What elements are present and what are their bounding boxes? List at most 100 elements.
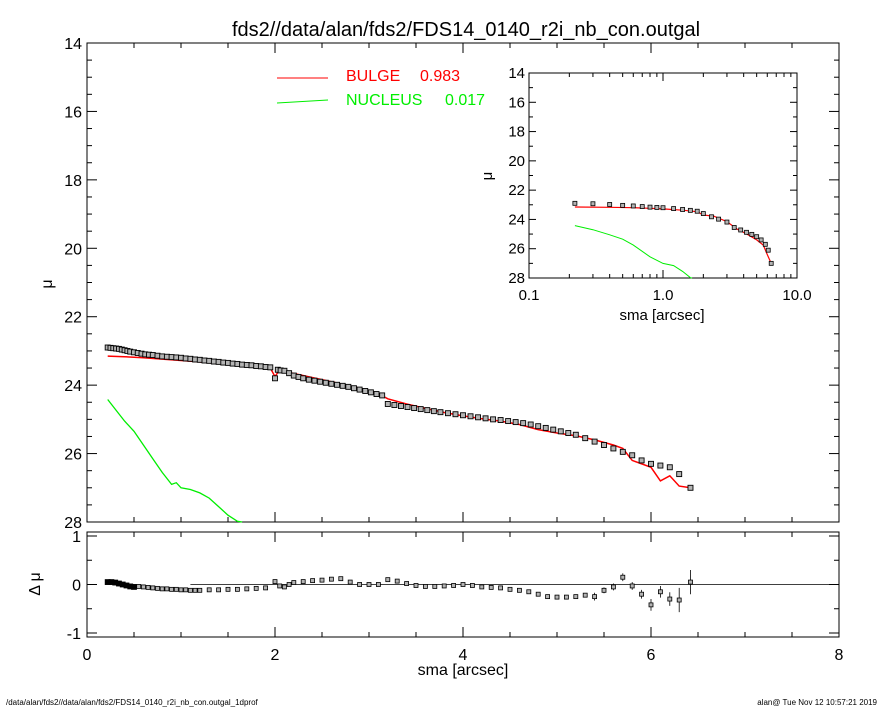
legend-bulge-name: BULGE xyxy=(346,68,400,85)
inset-y-tick-label: 28 xyxy=(508,270,525,287)
inset-series-group xyxy=(572,200,774,279)
main-data-point xyxy=(417,406,424,413)
residual-data-point xyxy=(545,594,550,600)
main-data-point xyxy=(317,378,324,385)
main-data-point xyxy=(557,428,564,435)
inset-y-ticks: 14 16 18 20 22 24 26 28 xyxy=(508,65,797,287)
residual-data-point xyxy=(639,591,644,597)
residual-y-tick-label: 1 xyxy=(72,529,81,546)
inset-data-point xyxy=(630,203,636,209)
residual-data-point xyxy=(225,586,231,592)
residual-data-point xyxy=(573,594,579,600)
residual-data-point xyxy=(150,585,156,591)
residual-data-point xyxy=(272,579,278,584)
main-data-point xyxy=(290,372,297,379)
inset-x-ticks: 0.1 1.0 10.0 xyxy=(519,73,812,304)
residual-data-point xyxy=(347,579,353,585)
inset-data-point xyxy=(731,225,737,230)
main-data-point xyxy=(505,418,512,425)
inset-data-point xyxy=(749,231,755,237)
residual-data-point xyxy=(328,576,334,582)
inset-data-point xyxy=(700,211,706,216)
inset-data-point xyxy=(694,208,700,214)
main-data-point xyxy=(391,402,398,408)
residual-x-tick-label: 0 xyxy=(83,647,92,664)
main-y-tick-label: 18 xyxy=(64,173,82,190)
main-data-point xyxy=(482,415,489,422)
residual-data-point xyxy=(140,584,146,590)
main-data-point xyxy=(356,386,363,393)
legend-nucleus-name: NUCLEUS xyxy=(346,92,422,109)
residual-data-point xyxy=(592,594,597,600)
residual-data-point xyxy=(131,584,137,590)
inset-data-point xyxy=(620,202,626,208)
main-data-point xyxy=(497,417,504,423)
inset-y-tick-label: 24 xyxy=(508,211,525,228)
residual-x-ticks: 0 2 4 6 8 xyxy=(83,532,844,664)
residual-data-point xyxy=(169,586,175,592)
main-data-point xyxy=(267,364,274,371)
residual-data-point xyxy=(375,582,381,587)
residual-data-point xyxy=(145,585,151,590)
inset-data-point xyxy=(671,206,677,211)
footer-right-timestamp: alan@ Tue Nov 12 10:57:21 2019 xyxy=(757,698,877,707)
inset-nucleus-model-line xyxy=(574,225,693,279)
residual-data-point xyxy=(582,592,588,598)
residual-data-point xyxy=(277,583,283,589)
residual-data-point xyxy=(281,584,287,590)
residual-data-point xyxy=(488,585,494,590)
inset-data-point xyxy=(687,207,693,213)
residual-data-point xyxy=(517,587,522,593)
residual-data-point xyxy=(507,586,513,592)
residual-data-point xyxy=(676,597,682,603)
main-data-point xyxy=(610,445,617,452)
residual-data-point xyxy=(300,579,306,584)
residual-data-point xyxy=(159,586,165,592)
residual-data-point xyxy=(291,580,297,585)
inset-x-tick-label: 1.0 xyxy=(653,287,674,304)
residual-data-point xyxy=(164,586,170,592)
main-data-point xyxy=(424,407,431,414)
residual-data-point xyxy=(629,583,635,589)
main-data-point xyxy=(295,373,302,380)
main-data-point xyxy=(328,380,335,387)
residual-data-point xyxy=(667,596,673,602)
residual-data-point xyxy=(394,578,400,584)
legend-nucleus-swatch xyxy=(276,99,329,104)
inset-x-axis-label: sma [arcsec] xyxy=(619,307,704,324)
main-panel: 14 16 18 20 22 24 26 28 μ BULGE 0.983 NUCLEUS 0… xyxy=(39,36,840,532)
residual-data-point xyxy=(451,583,457,588)
main-data-point xyxy=(367,389,374,396)
inset-y-tick-label: 14 xyxy=(508,65,525,82)
main-data-point xyxy=(490,416,497,423)
main-y-tick-label: 22 xyxy=(64,310,82,327)
main-data-point xyxy=(460,412,466,419)
main-y-axis-label: μ xyxy=(39,279,56,288)
residual-data-point xyxy=(441,583,447,589)
main-data-point xyxy=(565,430,572,436)
inset-plot-frame xyxy=(528,72,798,279)
residual-y-axis-label: Δ μ xyxy=(27,572,44,595)
inset-data-point xyxy=(716,216,722,222)
inset-y-axis-label: μ xyxy=(479,172,496,181)
main-data-point xyxy=(234,360,241,367)
main-data-point xyxy=(345,383,352,390)
inset-y-tick-label: 26 xyxy=(508,241,525,258)
residual-data-point xyxy=(688,579,693,585)
bulge-model-line xyxy=(107,355,691,489)
main-y-tick-label: 14 xyxy=(64,36,82,53)
inset-data-point xyxy=(765,247,771,253)
legend: BULGE 0.983 NUCLEUS 0.017 xyxy=(276,68,485,109)
residual-data-point xyxy=(469,583,475,588)
main-data-point xyxy=(300,375,307,382)
main-data-point xyxy=(676,471,683,478)
residual-data-point xyxy=(535,591,541,597)
main-data-point xyxy=(666,464,673,471)
residual-data-point xyxy=(173,586,179,592)
main-data-point xyxy=(535,423,542,430)
residual-data-point xyxy=(357,582,363,587)
nucleus-model-line xyxy=(107,399,243,523)
residual-data-point xyxy=(310,578,316,584)
main-data-point xyxy=(657,462,664,469)
